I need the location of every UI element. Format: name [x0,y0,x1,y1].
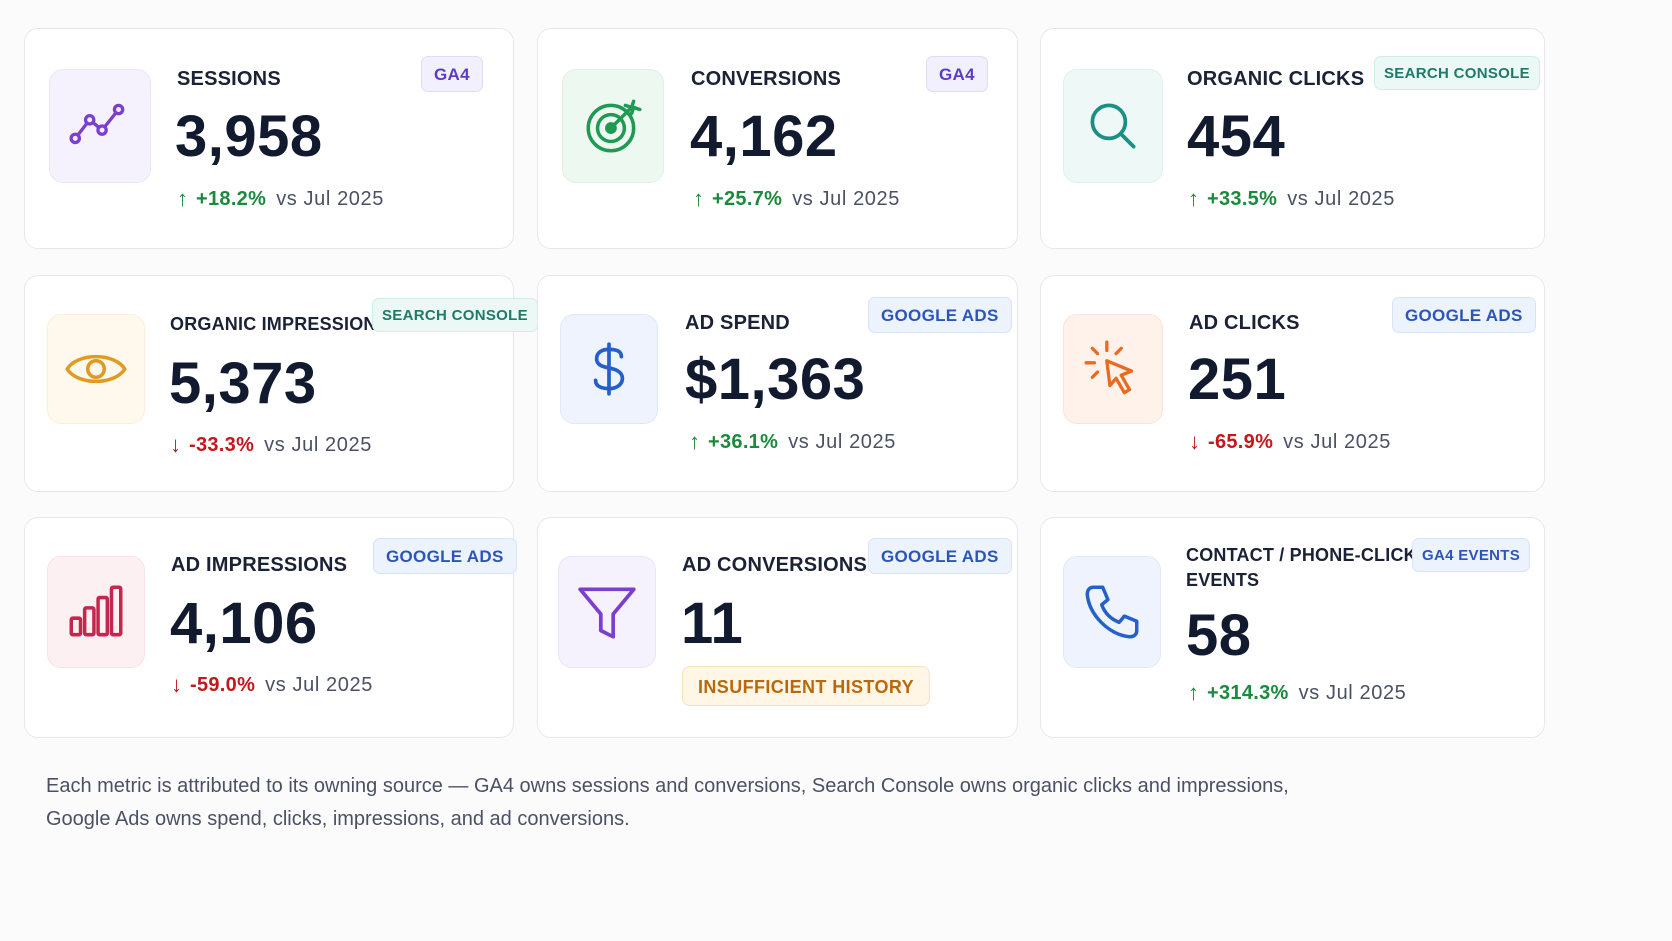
source-badge: GOOGLE ADS [868,297,1012,333]
eye-icon [47,314,145,424]
change-percent: +36.1% [708,431,779,453]
change-percent: -59.0% [190,674,256,696]
metric-label: AD CLICKS [1189,312,1300,334]
source-badge: GOOGLE ADS [1392,297,1536,333]
compare-period: vs Jul 2025 [265,674,373,696]
metric-card-contact-events: CONTACT / PHONE-CLICK EVENTS GA4 EVENTS … [1040,517,1545,738]
metric-value: 4,106 [170,591,318,656]
change-percent: -65.9% [1208,431,1274,453]
metric-value: $1,363 [685,347,866,412]
source-badge: GA4 EVENTS [1412,538,1531,572]
compare-period: vs Jul 2025 [1298,682,1407,704]
arrow-up-icon: ↑ [177,186,188,211]
compare-period: vs Jul 2025 [788,431,896,453]
bar-chart-icon [47,556,145,668]
metric-card-ad-spend: AD SPEND GOOGLE ADS $1,363 ↑ +36.1% vs J… [537,275,1018,492]
metric-value: 251 [1188,347,1287,412]
metric-label: AD IMPRESSIONS [171,554,348,576]
metric-label: AD SPEND [685,312,790,334]
insufficient-history-badge: INSUFFICIENT HISTORY [682,666,931,706]
funnel-icon [558,556,656,668]
metric-label: SESSIONS [177,68,281,90]
metric-value: 5,373 [169,351,317,416]
change-percent: -33.3% [189,434,255,456]
compare-period: vs Jul 2025 [1287,188,1395,210]
change-percent: +314.3% [1207,682,1289,704]
metric-card-ad-conversions: AD CONVERSIONS GOOGLE ADS 11 INSUFFICIEN… [537,517,1018,738]
compare-period: vs Jul 2025 [792,188,900,210]
footnote-line1: Each metric is attributed to its owning … [46,775,1289,797]
metric-change: ↑ +33.5% vs Jul 2025 [1188,187,1395,211]
attribution-footnote: Each metric is attributed to its owning … [46,770,1546,836]
metric-label-line1: CONTACT / PHONE-CLICK [1186,545,1417,565]
phone-icon [1063,556,1161,668]
source-badge: SEARCH CONSOLE [1374,56,1540,90]
metric-value: 3,958 [175,104,323,169]
metric-change: ↓ -65.9% vs Jul 2025 [1189,430,1391,454]
arrow-up-icon: ↑ [693,186,704,211]
metric-change: ↓ -33.3% vs Jul 2025 [170,433,372,457]
metric-card-conversions: CONVERSIONS GA4 4,162 ↑ +25.7% vs Jul 20… [537,28,1018,249]
metric-change: ↑ +18.2% vs Jul 2025 [177,187,384,211]
metric-label: CONVERSIONS [691,68,842,90]
metric-value: 4,162 [690,104,838,169]
metric-label: ORGANIC CLICKS [1187,68,1365,90]
metric-value: 454 [1187,104,1286,169]
metric-card-ad-clicks: AD CLICKS GOOGLE ADS 251 ↓ -65.9% vs Jul… [1040,275,1545,492]
arrow-up-icon: ↑ [1188,186,1199,211]
arrow-up-icon: ↑ [1188,680,1199,705]
metric-change: ↓ -59.0% vs Jul 2025 [171,673,373,697]
change-percent: +25.7% [712,188,783,210]
metric-card-organic-impressions: ORGANIC IMPRESSIONS SEARCH CONSOLE 5,373… [24,275,538,492]
source-badge: GA4 [421,56,483,92]
source-badge: GOOGLE ADS [868,538,1012,574]
search-icon [1063,69,1163,183]
change-percent: +18.2% [196,188,267,210]
metric-label-line2: EVENTS [1186,570,1260,590]
trend-line-icon [49,69,151,183]
metric-change: ↑ +36.1% vs Jul 2025 [689,430,896,454]
change-percent: +33.5% [1207,188,1278,210]
source-badge: SEARCH CONSOLE [372,298,538,332]
arrow-down-icon: ↓ [170,432,181,457]
footnote-line2: Google Ads owns spend, clicks, impressio… [46,808,630,830]
metric-value: 58 [1186,603,1252,668]
source-badge: GA4 [926,56,988,92]
compare-period: vs Jul 2025 [276,188,384,210]
arrow-up-icon: ↑ [689,429,700,454]
dollar-icon [560,314,658,424]
compare-period: vs Jul 2025 [1283,431,1391,453]
metric-card-ad-impressions: AD IMPRESSIONS GOOGLE ADS 4,106 ↓ -59.0%… [24,517,517,738]
metric-label: ORGANIC IMPRESSIONS [170,314,389,334]
target-icon [562,69,664,183]
compare-period: vs Jul 2025 [264,434,372,456]
metric-card-organic-clicks: ORGANIC CLICKS SEARCH CONSOLE 454 ↑ +33.… [1040,28,1545,249]
metric-change: ↑ +314.3% vs Jul 2025 [1188,681,1406,705]
cursor-click-icon [1063,314,1163,424]
arrow-down-icon: ↓ [1189,429,1200,454]
metric-label: CONTACT / PHONE-CLICK EVENTS [1186,543,1417,593]
metric-card-sessions: SESSIONS GA4 3,958 ↑ +18.2% vs Jul 2025 [24,28,514,249]
metric-change: ↑ +25.7% vs Jul 2025 [693,187,900,211]
arrow-down-icon: ↓ [171,672,182,697]
source-badge: GOOGLE ADS [373,538,517,574]
metric-value: 11 [681,591,744,656]
metric-label: AD CONVERSIONS [682,554,868,576]
